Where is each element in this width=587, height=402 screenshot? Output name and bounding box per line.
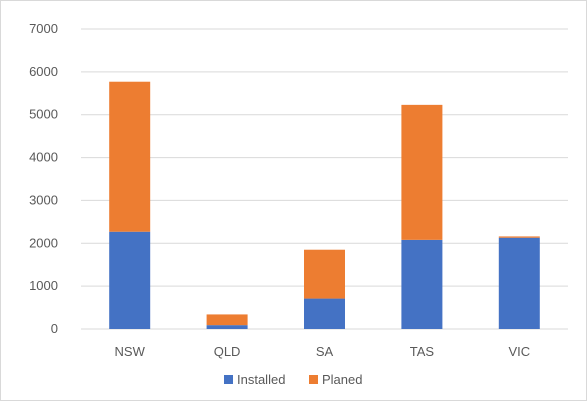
bar-qld-planed [206, 314, 248, 326]
x-tick-label: NSW [115, 344, 146, 359]
bar-vic-installed [498, 237, 540, 329]
bar-qld-installed [206, 325, 248, 329]
legend-swatch [224, 375, 233, 384]
y-tick-label: 7000 [29, 21, 58, 36]
bar-tas-planed [401, 104, 443, 240]
gridlines [81, 28, 568, 330]
legend-label: Installed [237, 372, 285, 387]
y-tick-label: 2000 [29, 235, 58, 250]
y-tick-label: 5000 [29, 107, 58, 122]
legend-item-installed: Installed [224, 372, 285, 387]
bar-nsw-installed [109, 231, 151, 329]
y-tick-label: 6000 [29, 64, 58, 79]
bar-tas-installed [401, 239, 443, 329]
y-tick-label: 1000 [29, 278, 58, 293]
legend: Installed Planed [224, 372, 362, 387]
bar-nsw-planed [109, 81, 151, 232]
x-tick-label: VIC [508, 344, 530, 359]
bars [109, 81, 540, 329]
x-tick-label: SA [316, 344, 334, 359]
x-axis: NSW QLD SA TAS VIC [115, 344, 531, 359]
legend-item-planed: Planed [309, 372, 362, 387]
y-tick-label: 3000 [29, 192, 58, 207]
x-tick-label: TAS [410, 344, 435, 359]
x-tick-label: QLD [214, 344, 241, 359]
y-axis: 0 1000 2000 3000 4000 5000 6000 7000 [29, 21, 58, 336]
legend-label: Planed [322, 372, 362, 387]
y-tick-label: 0 [51, 321, 58, 336]
bar-sa-installed [304, 298, 345, 329]
legend-swatch [309, 375, 318, 384]
bar-vic-planed [498, 236, 540, 238]
y-tick-label: 4000 [29, 150, 58, 165]
bar-sa-planed [304, 249, 345, 299]
